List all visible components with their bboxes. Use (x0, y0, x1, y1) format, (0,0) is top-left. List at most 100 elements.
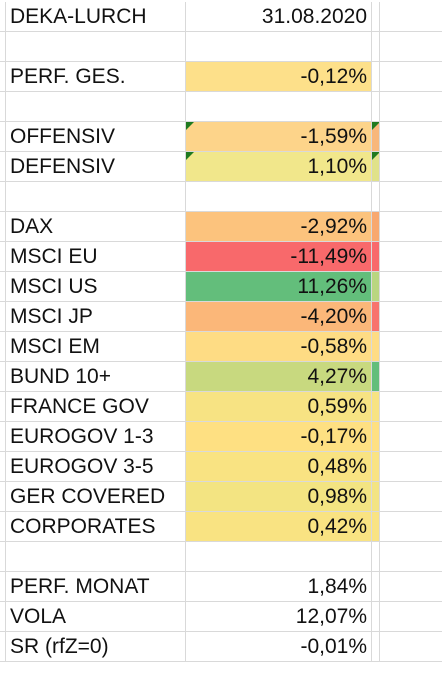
row-value[interactable]: 0,59% (186, 392, 372, 422)
empty-cell[interactable] (372, 32, 380, 62)
empty-cell[interactable] (380, 272, 442, 302)
edge-cell[interactable] (372, 422, 380, 452)
empty-cell[interactable] (6, 32, 186, 62)
empty-cell[interactable] (380, 602, 442, 632)
spacer-cell[interactable] (0, 62, 6, 92)
row-label[interactable]: GER COVERED (6, 482, 186, 512)
empty-cell[interactable] (380, 2, 442, 32)
row-value[interactable]: 1,10% (186, 152, 372, 182)
edge-cell[interactable] (372, 452, 380, 482)
empty-cell[interactable] (380, 122, 442, 152)
empty-cell[interactable] (380, 182, 442, 212)
empty-cell[interactable] (372, 182, 380, 212)
empty-cell[interactable] (380, 422, 442, 452)
empty-cell[interactable] (6, 182, 186, 212)
empty-cell[interactable] (380, 512, 442, 542)
row-value[interactable]: 0,42% (186, 512, 372, 542)
row-label[interactable]: DEFENSIV (6, 152, 186, 182)
fund-name-cell[interactable]: DEKA-LURCH (6, 2, 186, 32)
spacer-cell[interactable] (0, 2, 6, 32)
row-value[interactable]: 0,48% (186, 452, 372, 482)
empty-cell[interactable] (380, 572, 442, 602)
empty-cell[interactable] (186, 92, 372, 122)
empty-cell[interactable] (380, 392, 442, 422)
row-value[interactable]: -2,92% (186, 212, 372, 242)
row-label[interactable]: MSCI JP (6, 302, 186, 332)
empty-cell[interactable] (0, 92, 6, 122)
spacer-cell[interactable] (0, 422, 6, 452)
spacer-cell[interactable] (0, 332, 6, 362)
edge-cell[interactable] (372, 482, 380, 512)
spacer-cell[interactable] (0, 572, 6, 602)
empty-cell[interactable] (186, 32, 372, 62)
spacer-cell[interactable] (0, 362, 6, 392)
empty-cell[interactable] (380, 362, 442, 392)
row-value[interactable]: -0,01% (186, 632, 372, 662)
row-label[interactable]: FRANCE GOV (6, 392, 186, 422)
row-label[interactable]: EUROGOV 3-5 (6, 452, 186, 482)
edge-cell[interactable] (372, 62, 380, 92)
row-value[interactable]: -11,49% (186, 242, 372, 272)
spacer-cell[interactable] (0, 602, 6, 632)
row-label[interactable]: CORPORATES (6, 512, 186, 542)
empty-cell[interactable] (372, 542, 380, 572)
row-value[interactable]: -1,59% (186, 122, 372, 152)
empty-cell[interactable] (380, 92, 442, 122)
edge-cell[interactable] (372, 302, 380, 332)
edge-cell[interactable] (372, 242, 380, 272)
empty-cell[interactable] (380, 62, 442, 92)
row-value[interactable]: 11,26% (186, 272, 372, 302)
row-value[interactable]: -0,17% (186, 422, 372, 452)
empty-cell[interactable] (380, 152, 442, 182)
row-label[interactable]: DAX (6, 212, 186, 242)
empty-cell[interactable] (6, 92, 186, 122)
row-label[interactable]: PERF. MONAT (6, 572, 186, 602)
empty-cell[interactable] (372, 92, 380, 122)
empty-cell[interactable] (380, 302, 442, 332)
empty-cell[interactable] (380, 32, 442, 62)
spacer-cell[interactable] (0, 302, 6, 332)
empty-cell[interactable] (380, 632, 442, 662)
edge-cell[interactable] (372, 572, 380, 602)
row-label[interactable]: MSCI EU (6, 242, 186, 272)
row-value[interactable]: 12,07% (186, 602, 372, 632)
empty-cell[interactable] (380, 452, 442, 482)
edge-cell[interactable] (372, 362, 380, 392)
empty-cell[interactable] (380, 242, 442, 272)
spacer-cell[interactable] (0, 152, 6, 182)
row-label[interactable]: MSCI EM (6, 332, 186, 362)
edge-cell[interactable] (372, 332, 380, 362)
row-label[interactable]: SR (rfZ=0) (6, 632, 186, 662)
row-label[interactable]: VOLA (6, 602, 186, 632)
spacer-cell[interactable] (0, 122, 6, 152)
spacer-cell[interactable] (0, 452, 6, 482)
edge-cell[interactable] (372, 212, 380, 242)
empty-cell[interactable] (0, 32, 6, 62)
row-label[interactable]: PERF. GES. (6, 62, 186, 92)
spacer-cell[interactable] (0, 242, 6, 272)
report-date-cell[interactable]: 31.08.2020 (186, 2, 372, 32)
empty-cell[interactable] (186, 182, 372, 212)
row-label[interactable]: BUND 10+ (6, 362, 186, 392)
row-value[interactable]: 1,84% (186, 572, 372, 602)
empty-cell[interactable] (380, 332, 442, 362)
row-value[interactable]: 0,98% (186, 482, 372, 512)
empty-cell[interactable] (6, 542, 186, 572)
row-value[interactable]: -0,12% (186, 62, 372, 92)
edge-cell[interactable] (372, 152, 380, 182)
row-value[interactable]: 4,27% (186, 362, 372, 392)
spacer-cell[interactable] (0, 482, 6, 512)
spacer-cell[interactable] (0, 272, 6, 302)
row-label[interactable]: MSCI US (6, 272, 186, 302)
edge-cell[interactable] (372, 602, 380, 632)
edge-cell[interactable] (372, 122, 380, 152)
spacer-cell[interactable] (0, 632, 6, 662)
empty-cell[interactable] (380, 542, 442, 572)
empty-cell[interactable] (380, 482, 442, 512)
empty-cell[interactable] (186, 542, 372, 572)
edge-cell[interactable] (372, 512, 380, 542)
edge-cell[interactable] (372, 392, 380, 422)
spacer-cell[interactable] (0, 512, 6, 542)
row-label[interactable]: EUROGOV 1-3 (6, 422, 186, 452)
spacer-cell[interactable] (372, 2, 380, 32)
